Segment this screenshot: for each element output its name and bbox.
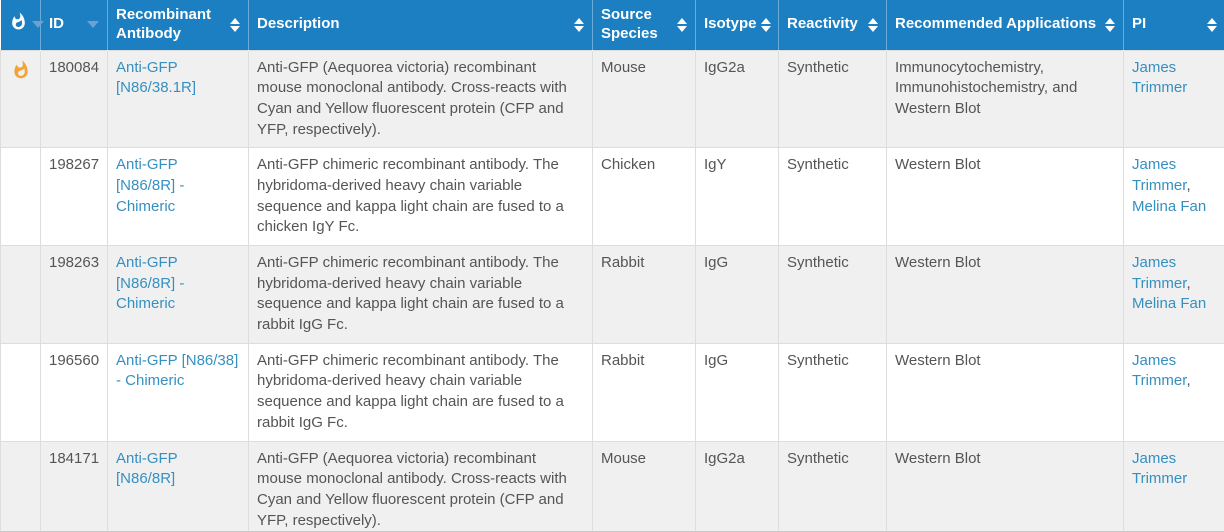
cell-id: 180084 bbox=[40, 49, 108, 149]
cell-source-species: Mouse bbox=[592, 49, 696, 149]
cell-applications: Immunocytochemistry, Immunohistochemistr… bbox=[886, 49, 1124, 149]
flame-icon bbox=[11, 60, 31, 84]
sort-icon bbox=[760, 17, 771, 32]
pi-link[interactable]: James Trimmer bbox=[1132, 156, 1187, 194]
col-header-source-species-label: Source Species bbox=[601, 6, 658, 42]
antibody-link[interactable]: Anti-GFP [N86/8R] - Chimeric bbox=[116, 254, 185, 313]
pi-link[interactable]: James Trimmer bbox=[1132, 58, 1188, 97]
cell-reactivity: Synthetic bbox=[778, 245, 887, 344]
col-header-reactivity[interactable]: Reactivity bbox=[778, 0, 887, 50]
cell-isotype: IgG bbox=[695, 245, 779, 344]
cell-popular bbox=[0, 245, 41, 344]
cell-applications: Western Blot bbox=[886, 342, 1124, 442]
cell-pi: James Trimmer, Melina Fan bbox=[1123, 147, 1224, 246]
col-header-popular[interactable] bbox=[0, 0, 44, 50]
flame-icon bbox=[9, 12, 28, 37]
cell-popular bbox=[0, 49, 41, 149]
cell-antibody: Anti-GFP [N86/38.1R] bbox=[107, 49, 249, 149]
cell-popular bbox=[0, 440, 41, 531]
col-header-recommended-applications-label: Recommended Applications bbox=[895, 15, 1097, 33]
col-header-isotype[interactable]: Isotype bbox=[695, 0, 779, 50]
cell-isotype: IgG2a bbox=[695, 49, 779, 149]
cell-id: 184171 bbox=[40, 440, 108, 531]
antibody-link[interactable]: Anti-GFP [N86/38.1R] bbox=[116, 58, 197, 97]
col-header-recombinant-antibody-label: Recombinant Antibody bbox=[116, 6, 212, 42]
cell-id: 198263 bbox=[40, 245, 108, 344]
table-row: 184171 Anti-GFP [N86/8R] Anti-GFP (Aequo… bbox=[0, 440, 1224, 531]
col-header-isotype-label: Isotype bbox=[704, 15, 757, 33]
pi-link[interactable]: James Trimmer bbox=[1132, 254, 1187, 292]
cell-description: Anti-GFP chimeric recombinant antibody. … bbox=[248, 342, 593, 442]
antibody-link[interactable]: Anti-GFP [N86/8R] bbox=[116, 449, 178, 488]
pi-separator: , bbox=[1186, 274, 1191, 292]
cell-applications: Western Blot bbox=[886, 245, 1124, 344]
cell-description: Anti-GFP (Aequorea victoria) recombinant… bbox=[248, 440, 593, 531]
cell-popular bbox=[0, 342, 41, 442]
cell-applications: Western Blot bbox=[886, 147, 1124, 246]
sort-icon bbox=[1105, 17, 1115, 32]
cell-reactivity: Synthetic bbox=[778, 49, 887, 149]
cell-pi: James Trimmer, bbox=[1123, 342, 1224, 442]
sort-icon bbox=[868, 17, 878, 32]
antibody-link[interactable]: Anti-GFP [N86/8R] - Chimeric bbox=[116, 156, 185, 215]
cell-antibody: Anti-GFP [N86/8R] - Chimeric bbox=[107, 245, 249, 344]
pi-link[interactable]: James Trimmer bbox=[1132, 449, 1188, 488]
table-row: 180084 Anti-GFP [N86/38.1R] Anti-GFP (Ae… bbox=[0, 49, 1224, 149]
cell-pi: James Trimmer bbox=[1123, 49, 1224, 149]
col-header-pi-label: PI bbox=[1132, 15, 1147, 33]
pi-link[interactable]: Melina Fan bbox=[1132, 295, 1207, 313]
cell-antibody: Anti-GFP [N86/8R] bbox=[107, 440, 249, 531]
col-header-description-label: Description bbox=[257, 15, 340, 33]
cell-id: 198267 bbox=[40, 147, 108, 246]
cell-source-species: Mouse bbox=[592, 440, 696, 531]
cell-antibody: Anti-GFP [N86/8R] - Chimeric bbox=[107, 147, 249, 246]
cell-pi: James Trimmer, Melina Fan bbox=[1123, 245, 1224, 344]
cell-description: Anti-GFP chimeric recombinant antibody. … bbox=[248, 147, 593, 246]
col-header-recombinant-antibody[interactable]: Recombinant Antibody bbox=[107, 0, 249, 50]
sort-icon bbox=[574, 17, 584, 32]
col-header-source-species[interactable]: Source Species bbox=[592, 0, 696, 50]
table-row: 196560 Anti-GFP [N86/38] - Chimeric Anti… bbox=[0, 342, 1224, 442]
cell-isotype: IgG2a bbox=[695, 440, 779, 531]
sort-icon bbox=[230, 17, 240, 32]
sort-descending-icon bbox=[87, 21, 99, 29]
cell-source-species: Chicken bbox=[592, 147, 696, 246]
cell-applications: Western Blot bbox=[886, 440, 1124, 531]
table-row: 198267 Anti-GFP [N86/8R] - Chimeric Anti… bbox=[0, 147, 1224, 246]
col-header-description[interactable]: Description bbox=[248, 0, 593, 50]
cell-reactivity: Synthetic bbox=[778, 342, 887, 442]
cell-description: Anti-GFP chimeric recombinant antibody. … bbox=[248, 245, 593, 344]
pi-separator: , bbox=[1186, 176, 1191, 194]
cell-isotype: IgY bbox=[695, 147, 779, 246]
cell-reactivity: Synthetic bbox=[778, 440, 887, 531]
col-header-reactivity-label: Reactivity bbox=[787, 15, 858, 33]
table-header: ID Recombinant Antibody Description bbox=[0, 0, 1224, 50]
cell-popular bbox=[0, 147, 41, 246]
pi-link[interactable]: Melina Fan bbox=[1132, 197, 1207, 215]
sort-descending-icon bbox=[31, 21, 44, 29]
cell-isotype: IgG bbox=[695, 342, 779, 442]
sort-icon bbox=[1206, 17, 1217, 32]
pi-separator: , bbox=[1186, 372, 1191, 390]
cell-pi: James Trimmer bbox=[1123, 440, 1224, 531]
cell-id: 196560 bbox=[40, 342, 108, 442]
sort-icon bbox=[677, 17, 687, 32]
col-header-id[interactable]: ID bbox=[40, 0, 108, 50]
antibody-link[interactable]: Anti-GFP [N86/38] - Chimeric bbox=[116, 351, 239, 390]
table-body: 180084 Anti-GFP [N86/38.1R] Anti-GFP (Ae… bbox=[0, 49, 1224, 531]
col-header-id-label: ID bbox=[49, 15, 64, 33]
table-row: 198263 Anti-GFP [N86/8R] - Chimeric Anti… bbox=[0, 245, 1224, 344]
col-header-pi[interactable]: PI bbox=[1123, 0, 1224, 50]
cell-source-species: Rabbit bbox=[592, 342, 696, 442]
pi-link[interactable]: James Trimmer bbox=[1132, 351, 1187, 390]
cell-antibody: Anti-GFP [N86/38] - Chimeric bbox=[107, 342, 249, 442]
cell-source-species: Rabbit bbox=[592, 245, 696, 344]
cell-description: Anti-GFP (Aequorea victoria) recombinant… bbox=[248, 49, 593, 149]
col-header-recommended-applications[interactable]: Recommended Applications bbox=[886, 0, 1124, 50]
cell-reactivity: Synthetic bbox=[778, 147, 887, 246]
